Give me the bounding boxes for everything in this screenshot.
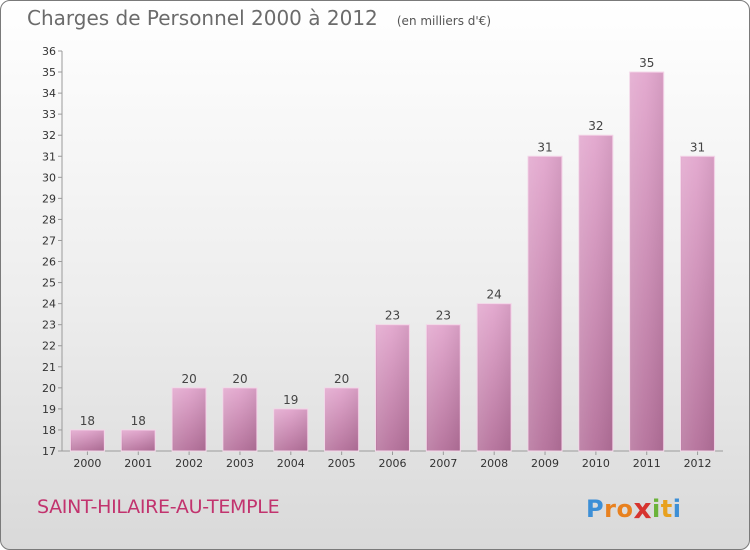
- bar-shine: [274, 409, 307, 451]
- y-tick-label: 23: [42, 319, 56, 332]
- bar-shine: [325, 388, 358, 451]
- bar-shine: [376, 325, 409, 451]
- y-tick-label: 18: [42, 424, 56, 437]
- y-tick-label: 31: [42, 150, 56, 163]
- x-tick-label: 2001: [124, 457, 152, 470]
- data-label: 18: [131, 414, 146, 428]
- y-tick-label: 29: [42, 192, 56, 205]
- chart-subtitle: (en milliers d'€): [396, 14, 491, 28]
- logo-letter: t: [660, 495, 673, 523]
- x-tick-label: 2005: [328, 457, 356, 470]
- bar-shine: [681, 157, 714, 451]
- y-tick-label: 27: [42, 234, 56, 247]
- y-tick-label: 20: [42, 382, 56, 395]
- bar-shine: [71, 430, 104, 451]
- bar-shine: [122, 430, 155, 451]
- chart-data-labels: 18 18 20 20 19 20 23 23 24 31 32 35 31: [80, 56, 705, 428]
- data-label: 20: [181, 372, 196, 386]
- x-tick-label: 2010: [582, 457, 610, 470]
- chart-title-row: Charges de Personnel 2000 à 2012 (en mil…: [27, 6, 491, 30]
- data-label: 31: [690, 140, 705, 154]
- x-tick-label: 2007: [429, 457, 457, 470]
- chart-title: Charges de Personnel 2000 à 2012: [27, 6, 378, 30]
- logo-letter: r: [604, 495, 617, 523]
- data-label: 23: [436, 309, 451, 323]
- data-label: 23: [385, 309, 400, 323]
- logo-letter: i: [672, 495, 682, 523]
- y-tick-label: 22: [42, 340, 56, 353]
- x-tick-label: 2000: [73, 457, 101, 470]
- logo-letter: x: [633, 492, 652, 525]
- y-tick-label: 17: [42, 445, 56, 458]
- y-tick-label: 24: [42, 298, 56, 311]
- bar-shine: [427, 325, 460, 451]
- data-label: 18: [80, 414, 95, 428]
- place-name: SAINT-HILAIRE-AU-TEMPLE: [37, 496, 280, 518]
- data-label: 19: [283, 393, 298, 407]
- y-tick-label: 32: [42, 129, 56, 142]
- logo-letter: i: [652, 495, 661, 523]
- x-tick-label: 2006: [379, 457, 407, 470]
- bar-shine: [223, 388, 256, 451]
- y-tick-label: 28: [42, 213, 56, 226]
- x-tick-label: 2012: [684, 457, 712, 470]
- data-label: 31: [537, 140, 552, 154]
- y-tick-label: 19: [42, 403, 56, 416]
- bar-shine: [529, 157, 562, 451]
- y-tick-label: 35: [42, 66, 56, 79]
- y-tick-label: 30: [42, 171, 56, 184]
- y-tick-label: 25: [42, 277, 56, 290]
- bar-shine: [579, 136, 612, 452]
- chart-bars: [69, 71, 716, 452]
- y-tick-label: 33: [42, 108, 56, 121]
- x-tick-label: 2003: [226, 457, 254, 470]
- proxiti-logo: Proxiti: [586, 491, 682, 525]
- x-tick-label: 2011: [633, 457, 661, 470]
- y-tick-label: 21: [42, 361, 56, 374]
- data-label: 20: [232, 372, 247, 386]
- logo-letter: o: [616, 495, 634, 523]
- x-tick-label: 2004: [277, 457, 305, 470]
- y-tick-label: 34: [42, 87, 56, 100]
- bar-shine: [478, 304, 511, 451]
- bar-shine: [630, 73, 663, 451]
- x-tick-label: 2009: [531, 457, 559, 470]
- data-label: 32: [588, 119, 603, 133]
- y-tick-label: 26: [42, 256, 56, 269]
- data-label: 20: [334, 372, 349, 386]
- y-tick-label: 36: [42, 45, 56, 58]
- x-tick-label: 2002: [175, 457, 203, 470]
- data-label: 35: [639, 56, 654, 70]
- x-tick-label: 2008: [480, 457, 508, 470]
- chart-axes: 17 18 19 20 21 22 23 24 25 26 27 28 29 30 31 32 33 34 35 36…: [42, 45, 723, 470]
- bar-shine: [173, 388, 206, 451]
- logo-letter: P: [586, 495, 605, 523]
- data-label: 24: [487, 288, 502, 302]
